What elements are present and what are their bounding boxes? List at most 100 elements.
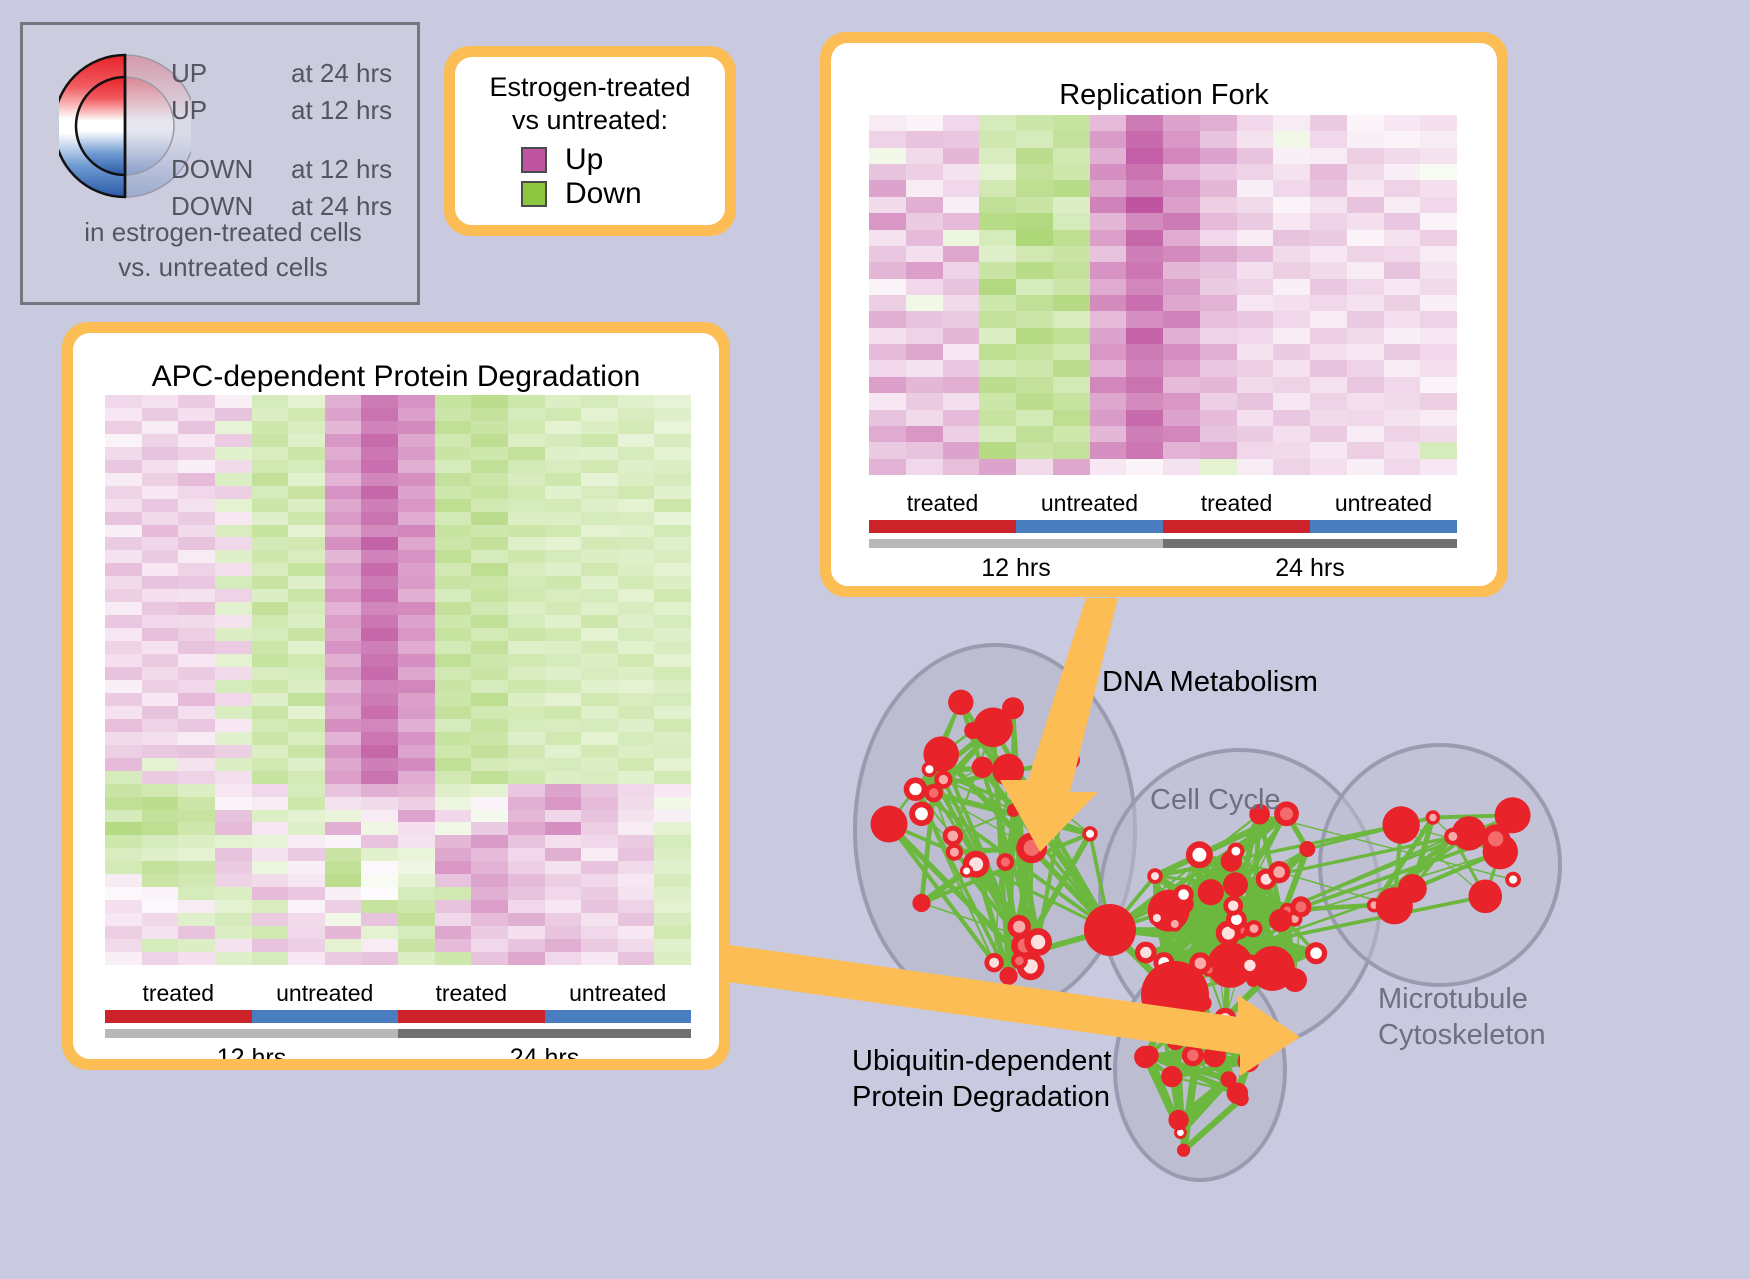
legend-swatch-up-icon: [521, 147, 547, 173]
replication-fork-inner: Replication Fork treated untreated treat…: [831, 43, 1497, 586]
network-node: [924, 783, 943, 803]
replication-fork-axis: treated untreated treated untreated 12 h: [869, 489, 1457, 584]
network-node: [1269, 908, 1292, 932]
key-time: at 24 hrs: [291, 58, 393, 88]
network-node: [1006, 803, 1021, 817]
condition-color-bar: [869, 520, 1457, 533]
key-time: at 12 hrs: [291, 95, 393, 125]
network-node: [1481, 824, 1511, 854]
color-key-rows: UP at 24 hrs UP at 12 hrs DOWN at 12 hrs…: [171, 55, 411, 225]
network-node: [971, 756, 994, 778]
network-node: [1062, 751, 1080, 770]
color-key-caption-line2: vs. untreated cells: [118, 252, 328, 282]
legend-item-down: Down: [521, 177, 725, 211]
condition-label: untreated: [1334, 490, 1433, 516]
network-node: [1468, 879, 1503, 914]
condition-label: treated: [1200, 490, 1273, 516]
condition-color-bar: [105, 1010, 691, 1023]
condition-bar-treated-24: [398, 1010, 545, 1023]
time-color-bar: [105, 1029, 691, 1038]
pathway-network-graph: [853, 643, 1562, 1182]
network-node: [1203, 1044, 1226, 1068]
network-node: [1084, 904, 1136, 956]
network-node: [1382, 806, 1420, 844]
network-node: [1299, 841, 1316, 857]
color-key-dial-icon: [59, 53, 191, 199]
key-direction: UP: [171, 58, 208, 88]
legend-items: Up Down: [455, 143, 725, 211]
network-node: [1505, 871, 1521, 888]
key-time: at 24 hrs: [291, 191, 393, 221]
network-node: [1011, 952, 1028, 970]
network-node: [1245, 920, 1263, 938]
condition-labels: treated untreated treated untreated: [105, 979, 691, 1007]
replication-fork-title: Replication Fork: [1059, 79, 1269, 111]
legend-title-line2: vs untreated:: [511, 105, 669, 135]
network-node: [999, 966, 1018, 986]
legend-swatch-down-icon: [521, 181, 547, 207]
apc-degradation-heatmap: [105, 395, 691, 965]
network-node: [1168, 1109, 1189, 1131]
condition-bar-untreated-24: [544, 1010, 691, 1023]
condition-bar-untreated-24: [1310, 520, 1457, 533]
time-labels: 12 hrs 24 hrs: [869, 552, 1457, 584]
network-node: [984, 953, 1004, 973]
network-node: [1227, 842, 1245, 860]
color-key-box: UP at 24 hrs UP at 12 hrs DOWN at 12 hrs…: [20, 22, 420, 305]
network-node: [1444, 827, 1462, 846]
network-node: [1002, 697, 1024, 720]
time-bar-24hrs: [1163, 539, 1457, 548]
network-node: [1249, 803, 1270, 825]
network-node: [1290, 896, 1312, 918]
network-node: [1181, 1044, 1204, 1067]
color-key-row: UP at 12 hrs: [171, 92, 411, 129]
network-node: [912, 893, 931, 913]
network-node: [1161, 1065, 1183, 1088]
time-bar-24hrs: [398, 1029, 691, 1038]
network-node: [1016, 832, 1048, 864]
legend-panel: Estrogen-treated vs untreated: Up Down: [444, 46, 736, 236]
legend-panel-inner: Estrogen-treated vs untreated: Up Down: [455, 57, 725, 225]
condition-bar-untreated-12: [1016, 520, 1163, 533]
network-node: [1425, 810, 1441, 825]
replication-fork-panel: Replication Fork treated untreated treat…: [820, 32, 1508, 597]
cluster-microtubule: [1318, 743, 1562, 987]
replication-fork-heatmap: [869, 115, 1457, 475]
network-node: [945, 843, 963, 861]
condition-label: untreated: [276, 980, 374, 1006]
network-node: [1268, 861, 1291, 884]
cluster-label-cell-cycle: Cell Cycle: [1150, 784, 1281, 816]
network-node: [1283, 968, 1307, 992]
network-node: [921, 761, 938, 778]
network-node: [1166, 1032, 1185, 1051]
network-node: [959, 864, 974, 878]
legend-item-up: Up: [521, 143, 725, 177]
network-node: [1082, 826, 1098, 842]
network-node: [1141, 961, 1209, 1029]
time-color-bar: [869, 539, 1457, 548]
network-node: [1149, 910, 1165, 926]
network-node: [1007, 915, 1031, 939]
network-node: [1223, 895, 1244, 916]
network-node: [1237, 1050, 1260, 1073]
apc-degradation-axis: treated untreated treated untreated 12 h: [105, 979, 691, 1059]
key-time: at 12 hrs: [291, 154, 393, 184]
network-node: [942, 825, 963, 847]
network-node: [1451, 816, 1487, 851]
network-node: [1185, 841, 1213, 869]
time-labels: 12 hrs 24 hrs: [105, 1042, 691, 1059]
condition-label: untreated: [569, 980, 667, 1006]
time-label-12hrs: 12 hrs: [981, 554, 1051, 582]
network-node: [1134, 1045, 1157, 1069]
time-bar-12hrs: [105, 1029, 398, 1038]
network-node: [1167, 916, 1183, 932]
color-key-caption-line1: in estrogen-treated cells: [84, 217, 362, 247]
condition-label: treated: [142, 980, 215, 1006]
cluster-label-dna-metabolism: DNA Metabolism: [1102, 666, 1318, 698]
network-node: [1197, 879, 1224, 906]
key-direction: UP: [171, 95, 208, 125]
network-node: [1274, 801, 1299, 827]
color-key-row: UP at 24 hrs: [171, 55, 411, 92]
network-node: [1213, 1007, 1237, 1031]
